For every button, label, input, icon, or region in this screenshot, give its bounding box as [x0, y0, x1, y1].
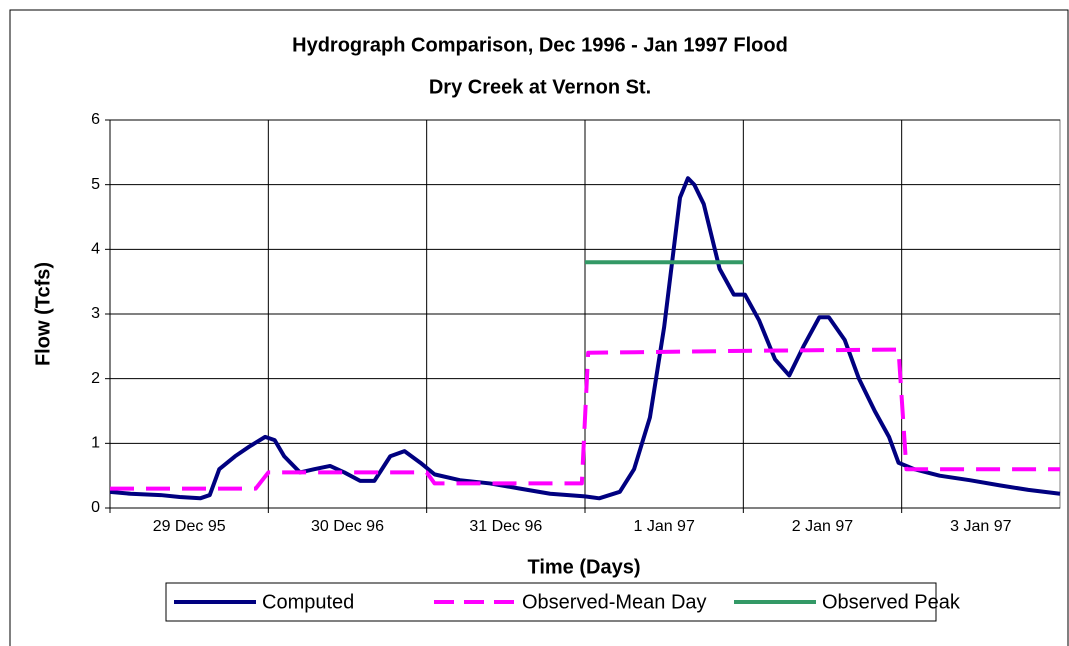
y-tick-label: 0: [91, 499, 100, 516]
series-line: [109, 176, 1061, 501]
y-tick-label: 4: [91, 241, 100, 258]
legend-label: Computed: [262, 591, 354, 613]
x-tick-label: 1 Jan 97: [633, 518, 694, 535]
y-tick-label: 3: [91, 305, 100, 322]
x-tick-label: 3 Jan 97: [950, 518, 1011, 535]
x-tick-label: 30 Dec 96: [311, 518, 384, 535]
x-tick-label: 29 Dec 95: [153, 518, 226, 535]
y-tick-label: 1: [91, 435, 100, 452]
y-tick-label: 2: [91, 370, 100, 387]
y-tick-label: 6: [91, 111, 100, 128]
series-line: [110, 347, 1060, 491]
x-tick-label: 2 Jan 97: [792, 518, 853, 535]
chart-subtitle: Dry Creek at Vernon St.: [429, 76, 651, 98]
y-axis-title: Flow (Tcfs): [32, 262, 54, 366]
x-axis-title: Time (Days): [527, 556, 640, 578]
legend-label: Observed-Mean Day: [522, 591, 707, 613]
legend-label: Observed Peak: [822, 591, 961, 613]
chart-title: Hydrograph Comparison, Dec 1996 - Jan 19…: [292, 34, 788, 56]
y-tick-label: 5: [91, 176, 100, 193]
x-tick-label: 31 Dec 96: [469, 518, 542, 535]
